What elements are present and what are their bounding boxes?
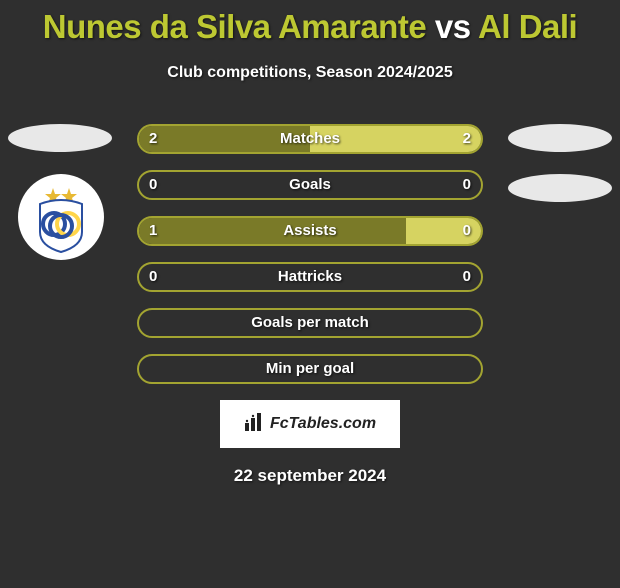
player2-name: Al Dali: [478, 8, 577, 45]
player1-ellipse: [8, 124, 112, 152]
stat-label: Matches: [139, 126, 481, 152]
stat-value-right: 0: [463, 264, 471, 290]
stat-value-right: 0: [463, 218, 471, 244]
player2-ellipse-1: [508, 124, 612, 152]
stat-value-right: 0: [463, 172, 471, 198]
stat-label: Min per goal: [139, 356, 481, 382]
logo-text: FcTables.com: [270, 415, 376, 433]
player1-name: Nunes da Silva Amarante: [43, 8, 426, 45]
stat-value-left: 2: [149, 126, 157, 152]
club-badge-svg: [18, 174, 104, 260]
page-title: Nunes da Silva Amarante vs Al Dali: [0, 8, 620, 46]
logo-bars-icon: [244, 413, 266, 436]
vs-text: vs: [435, 8, 471, 45]
subtitle: Club competitions, Season 2024/2025: [0, 64, 620, 82]
club-badge: [18, 174, 104, 260]
chart-area: Matches22Goals00Assists10Hattricks00Goal…: [0, 124, 620, 486]
stat-value-right: 2: [463, 126, 471, 152]
stat-value-left: 0: [149, 172, 157, 198]
stat-row: Hattricks0 0: [137, 262, 483, 292]
stat-value-left: 0: [149, 264, 157, 290]
stat-label: Assists: [139, 218, 481, 244]
left-column: [8, 124, 112, 260]
stat-row: Assists1 0: [137, 216, 483, 246]
player2-ellipse-2: [508, 174, 612, 202]
date-text: 22 september 2024: [0, 466, 620, 486]
stat-row: Min per goal: [137, 354, 483, 384]
badge-shield: [40, 200, 82, 252]
stat-row: Goals0 0: [137, 170, 483, 200]
right-column: [508, 124, 612, 224]
stat-value-left: 1: [149, 218, 157, 244]
stat-row: Goals per match: [137, 308, 483, 338]
stat-rows: Matches22Goals00Assists10Hattricks00Goal…: [137, 124, 483, 384]
logo-box: FcTables.com: [220, 400, 400, 448]
stat-row: Matches2 2: [137, 124, 483, 154]
stat-label: Goals per match: [139, 310, 481, 336]
stat-label: Hattricks: [139, 264, 481, 290]
stat-label: Goals: [139, 172, 481, 198]
